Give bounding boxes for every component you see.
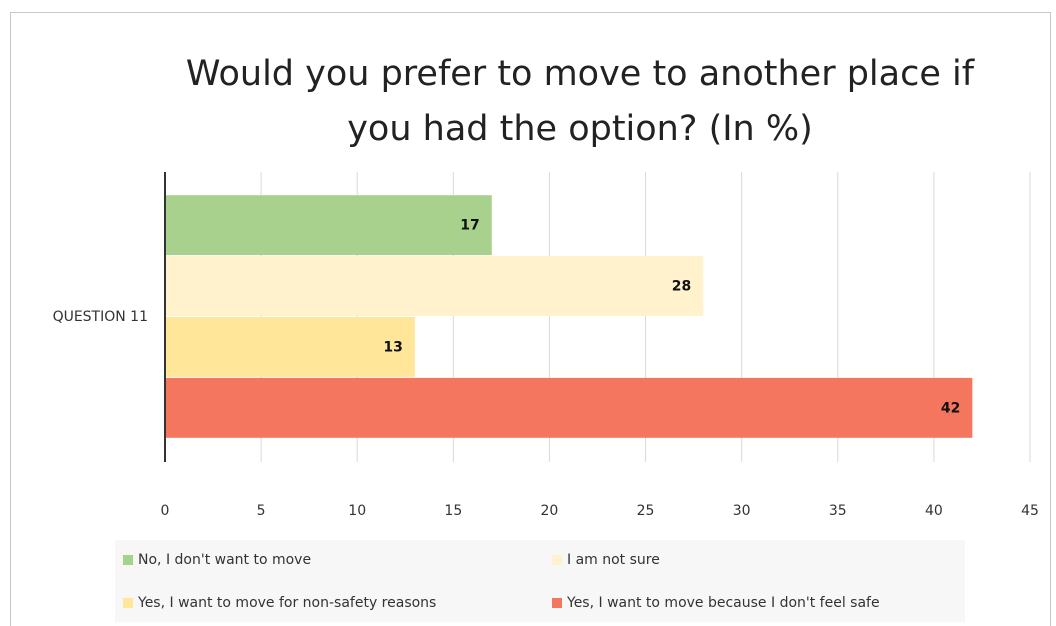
legend-swatch [123, 555, 133, 565]
legend-box [115, 540, 965, 622]
x-tick-label: 25 [637, 503, 655, 519]
x-tick-label: 10 [348, 503, 366, 519]
legend-swatch [552, 598, 562, 608]
x-tick-label: 0 [161, 503, 170, 519]
bar [165, 377, 973, 438]
data-label: 13 [383, 339, 402, 355]
legend-swatch [123, 598, 133, 608]
bar [165, 256, 704, 316]
legend-label: No, I don't want to move [138, 552, 311, 568]
x-tick-label: 20 [541, 503, 559, 519]
data-label: 28 [672, 279, 691, 295]
x-tick-label: 5 [257, 503, 266, 519]
bar [165, 317, 415, 377]
legend-label: Yes, I want to move for non-safety reaso… [137, 595, 436, 611]
legend-label: Yes, I want to move because I don't feel… [566, 595, 880, 611]
legend-label: I am not sure [567, 552, 660, 568]
x-tick-label: 40 [925, 503, 943, 519]
data-label: 42 [941, 400, 960, 416]
legend-swatch [552, 555, 562, 565]
bar [165, 195, 492, 256]
x-tick-label: 45 [1021, 503, 1039, 519]
x-tick-label: 15 [444, 503, 462, 519]
chart-title: Would you prefer to move to another plac… [186, 54, 975, 149]
data-label: 17 [460, 218, 479, 234]
y-tick-label: QUESTION 11 [53, 309, 148, 325]
x-tick-label: 30 [733, 503, 751, 519]
chart-border [10, 12, 1051, 626]
x-tick-label: 35 [829, 503, 847, 519]
